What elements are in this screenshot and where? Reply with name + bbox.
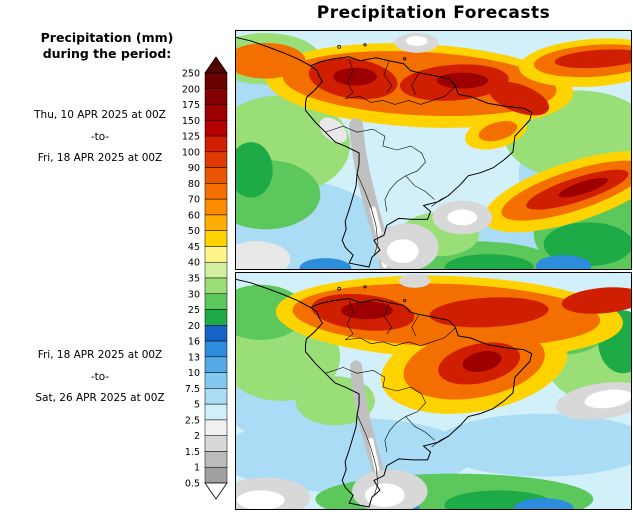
colorbar-tick-label: 200 — [182, 84, 200, 95]
colorbar-tick-label: 50 — [188, 226, 200, 237]
colorbar-top-arrow — [204, 56, 228, 74]
colorbar-tick-label: 20 — [188, 321, 200, 332]
colorbar: 2502001751501251009080706050454035302520… — [182, 56, 228, 500]
colorbar-tick-label: 40 — [188, 258, 200, 269]
colorbar-tick-label: 7.5 — [185, 384, 200, 395]
colorbar-segment — [204, 293, 228, 310]
colorbar-tick-label: 45 — [188, 242, 200, 253]
colorbar-bottom-arrow — [204, 482, 228, 500]
legend-heading-line1: Precipitation (mm) — [40, 30, 174, 45]
legend-heading-line2: during the period: — [42, 46, 172, 61]
colorbar-segment — [204, 183, 228, 200]
colorbar-tick-label: 0.5 — [185, 479, 200, 490]
colorbar-tick-label: 1.5 — [185, 447, 200, 458]
colorbar-segment — [204, 356, 228, 373]
colorbar-tick-label: 2.5 — [185, 415, 200, 426]
colorbar-tick-label: 30 — [188, 289, 200, 300]
forecast-map-week2-svg — [236, 273, 631, 509]
colorbar-tick-label: 1 — [194, 463, 200, 474]
colorbar-segment — [204, 88, 228, 105]
colorbar-tick-label: 250 — [182, 69, 200, 80]
colorbar-segment — [204, 230, 228, 247]
colorbar-segment — [204, 419, 228, 436]
colorbar-segment — [204, 388, 228, 405]
colorbar-tick-label: 175 — [182, 100, 200, 111]
colorbar-segment — [204, 135, 228, 153]
period-label-week2: Fri, 18 APR 2025 at 00Z -to- Sat, 26 APR… — [8, 345, 192, 410]
colorbar-segment — [204, 167, 228, 184]
colorbar-segment — [204, 372, 228, 389]
colorbar-segment — [204, 451, 228, 468]
period-start: Fri, 18 APR 2025 at 00Z — [37, 349, 163, 361]
period-label-week1: Thu, 10 APR 2025 at 00Z -to- Fri, 18 APR… — [8, 105, 192, 170]
colorbar-segment — [204, 72, 228, 90]
colorbar-segment — [204, 246, 228, 263]
colorbar-tick-label: 70 — [188, 195, 200, 206]
precip-field — [236, 273, 631, 509]
colorbar-segment — [204, 198, 228, 216]
colorbar-segment — [204, 466, 228, 484]
colorbar-tick-label: 13 — [188, 352, 200, 363]
colorbar-segment — [204, 325, 228, 342]
colorbar-segment — [204, 214, 228, 231]
colorbar-tick-label: 10 — [188, 368, 200, 379]
legend-heading: Precipitation (mm) during the period: — [12, 30, 202, 62]
colorbar-segment — [204, 340, 228, 358]
period-end: Fri, 18 APR 2025 at 00Z — [37, 152, 163, 164]
colorbar-segment — [204, 151, 228, 168]
colorbar-tick-label: 2 — [194, 431, 200, 442]
period-separator: -to- — [90, 370, 110, 383]
colorbar-segment — [204, 277, 228, 295]
colorbar-tick-label: 16 — [188, 337, 200, 348]
forecast-map-week1-svg — [236, 31, 631, 269]
colorbar-tick-label: 80 — [188, 179, 200, 190]
colorbar-tick-label: 125 — [182, 132, 200, 143]
period-start: Thu, 10 APR 2025 at 00Z — [34, 109, 166, 121]
colorbar-tick-label: 25 — [188, 305, 200, 316]
page-title: Precipitation Forecasts — [316, 3, 551, 23]
colorbar-segment — [204, 120, 228, 137]
forecast-map-week1 — [235, 30, 632, 270]
period-separator: -to- — [90, 130, 110, 143]
precip-field — [236, 31, 631, 269]
colorbar-segment — [204, 104, 228, 121]
colorbar-tick-label: 60 — [188, 210, 200, 221]
colorbar-tick-label: 150 — [182, 116, 200, 127]
colorbar-segment — [204, 403, 228, 421]
colorbar-tick-label: 90 — [188, 163, 200, 174]
forecast-map-week2 — [235, 272, 632, 510]
colorbar-segment — [204, 435, 228, 452]
colorbar-segment — [204, 309, 228, 326]
period-end: Sat, 26 APR 2025 at 00Z — [35, 392, 165, 404]
colorbar-segment — [204, 261, 228, 279]
colorbar-tick-label: 5 — [194, 400, 200, 411]
colorbar-tick-label: 100 — [182, 147, 200, 158]
colorbar-tick-label: 35 — [188, 274, 200, 285]
